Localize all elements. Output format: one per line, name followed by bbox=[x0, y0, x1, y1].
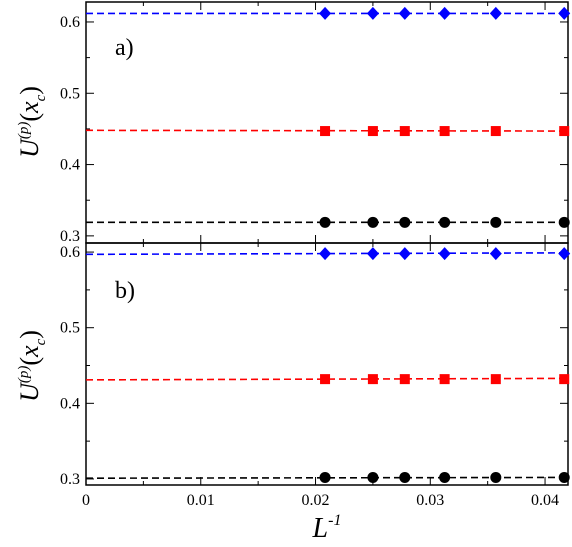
panel-b-y-axis-title: U(p)(xc) bbox=[15, 330, 49, 402]
panel-a-markers bbox=[319, 6, 571, 228]
y-axis-title-paren-close: ) bbox=[15, 330, 44, 339]
data-point-diamond bbox=[366, 247, 379, 261]
y-tick-label: 0.6 bbox=[60, 14, 80, 31]
panel-b-frame bbox=[85, 242, 569, 486]
y-axis-title-var: x bbox=[15, 101, 44, 114]
data-point-diamond bbox=[398, 6, 411, 20]
data-point-circle bbox=[439, 216, 451, 228]
x-axis-title-sup: -1 bbox=[328, 512, 341, 529]
data-point-circle bbox=[399, 216, 411, 228]
data-point-diamond bbox=[398, 247, 411, 261]
data-point-square bbox=[490, 126, 501, 137]
y-axis-title-sub: c bbox=[33, 94, 49, 101]
data-point-square bbox=[367, 126, 378, 137]
data-point-circle bbox=[490, 216, 502, 228]
data-point-diamond bbox=[438, 6, 451, 20]
data-point-circle bbox=[319, 216, 331, 228]
y-tick-label: 0.6 bbox=[60, 244, 80, 261]
x-tick-label: 0.02 bbox=[302, 492, 330, 509]
x-tick-label: 0.01 bbox=[187, 492, 215, 509]
y-tick-label: 0.5 bbox=[60, 85, 80, 102]
x-tick-label: 0.04 bbox=[531, 492, 559, 509]
data-point-diamond bbox=[558, 6, 571, 20]
data-point-square bbox=[399, 126, 410, 137]
y-tick-label: 0.4 bbox=[60, 157, 80, 174]
data-point-square bbox=[439, 126, 450, 137]
y-axis-title-paren-open: ( bbox=[15, 113, 44, 122]
panel-a-frame bbox=[85, 1, 569, 244]
panel-b-fit-lines bbox=[85, 252, 569, 479]
fit-line-diamond bbox=[85, 252, 569, 256]
y-axis-title-var: x bbox=[15, 345, 44, 358]
y-axis-title-base: U bbox=[15, 137, 44, 158]
panel-a: 0.3 0.4 0.5 0.6 a) U(p)(xc) bbox=[15, 1, 571, 245]
x-axis-title: L-1 bbox=[312, 512, 342, 544]
x-tick-label: 0 bbox=[82, 492, 90, 509]
data-point-circle bbox=[439, 471, 451, 483]
panel-b-label: b) bbox=[115, 278, 135, 304]
panel-a-label: a) bbox=[115, 35, 134, 61]
data-point-square bbox=[490, 374, 501, 385]
panel-b-ticks: 0.3 0.4 0.5 0.6 0 0.01 0.02 0.03 0.04 bbox=[60, 243, 568, 509]
panel-b: 0.3 0.4 0.5 0.6 0 0.01 0.02 0.03 0.04 b) U(p)(xc… bbox=[15, 242, 571, 544]
data-point-square bbox=[559, 374, 570, 385]
panel-a-y-axis-title: U(p)(xc) bbox=[15, 86, 49, 158]
data-point-diamond bbox=[366, 6, 379, 20]
data-point-square bbox=[320, 126, 331, 137]
panel-b-markers bbox=[319, 247, 571, 483]
data-point-square bbox=[559, 126, 570, 137]
data-point-diamond bbox=[489, 6, 502, 20]
fit-line-circle bbox=[85, 476, 569, 479]
y-axis-title-paren-open: ( bbox=[15, 357, 44, 366]
y-tick-label: 0.4 bbox=[60, 395, 80, 412]
data-point-circle bbox=[399, 471, 411, 483]
data-point-circle bbox=[367, 216, 379, 228]
y-axis-title-sup: (p) bbox=[16, 122, 32, 140]
data-point-circle bbox=[558, 216, 570, 228]
data-point-diamond bbox=[489, 247, 502, 261]
data-point-square bbox=[399, 374, 410, 385]
fit-line-square bbox=[85, 377, 569, 381]
y-axis-title-paren-close: ) bbox=[15, 86, 44, 95]
data-point-circle bbox=[558, 471, 570, 483]
data-point-square bbox=[439, 374, 450, 385]
panel-a-fit-lines bbox=[85, 12, 569, 224]
data-point-square bbox=[367, 374, 378, 385]
y-axis-title-sup: (p) bbox=[16, 366, 32, 384]
y-axis-title-base: U bbox=[15, 381, 44, 402]
x-tick-label: 0.03 bbox=[416, 492, 444, 509]
data-point-diamond bbox=[438, 247, 451, 261]
y-axis-title-sub: c bbox=[33, 338, 49, 345]
data-point-diamond bbox=[319, 247, 332, 261]
data-point-square bbox=[320, 374, 331, 385]
y-tick-label: 0.5 bbox=[60, 320, 80, 337]
panel-a-ticks: 0.3 0.4 0.5 0.6 bbox=[60, 2, 568, 245]
data-point-diamond bbox=[558, 247, 571, 261]
data-point-diamond bbox=[319, 6, 332, 20]
data-point-circle bbox=[490, 471, 502, 483]
fit-line-square bbox=[85, 129, 569, 132]
data-point-circle bbox=[319, 471, 331, 483]
y-tick-label: 0.3 bbox=[60, 471, 80, 488]
x-axis-title-base: L bbox=[312, 513, 329, 544]
y-tick-label: 0.3 bbox=[60, 228, 80, 245]
data-point-circle bbox=[367, 471, 379, 483]
